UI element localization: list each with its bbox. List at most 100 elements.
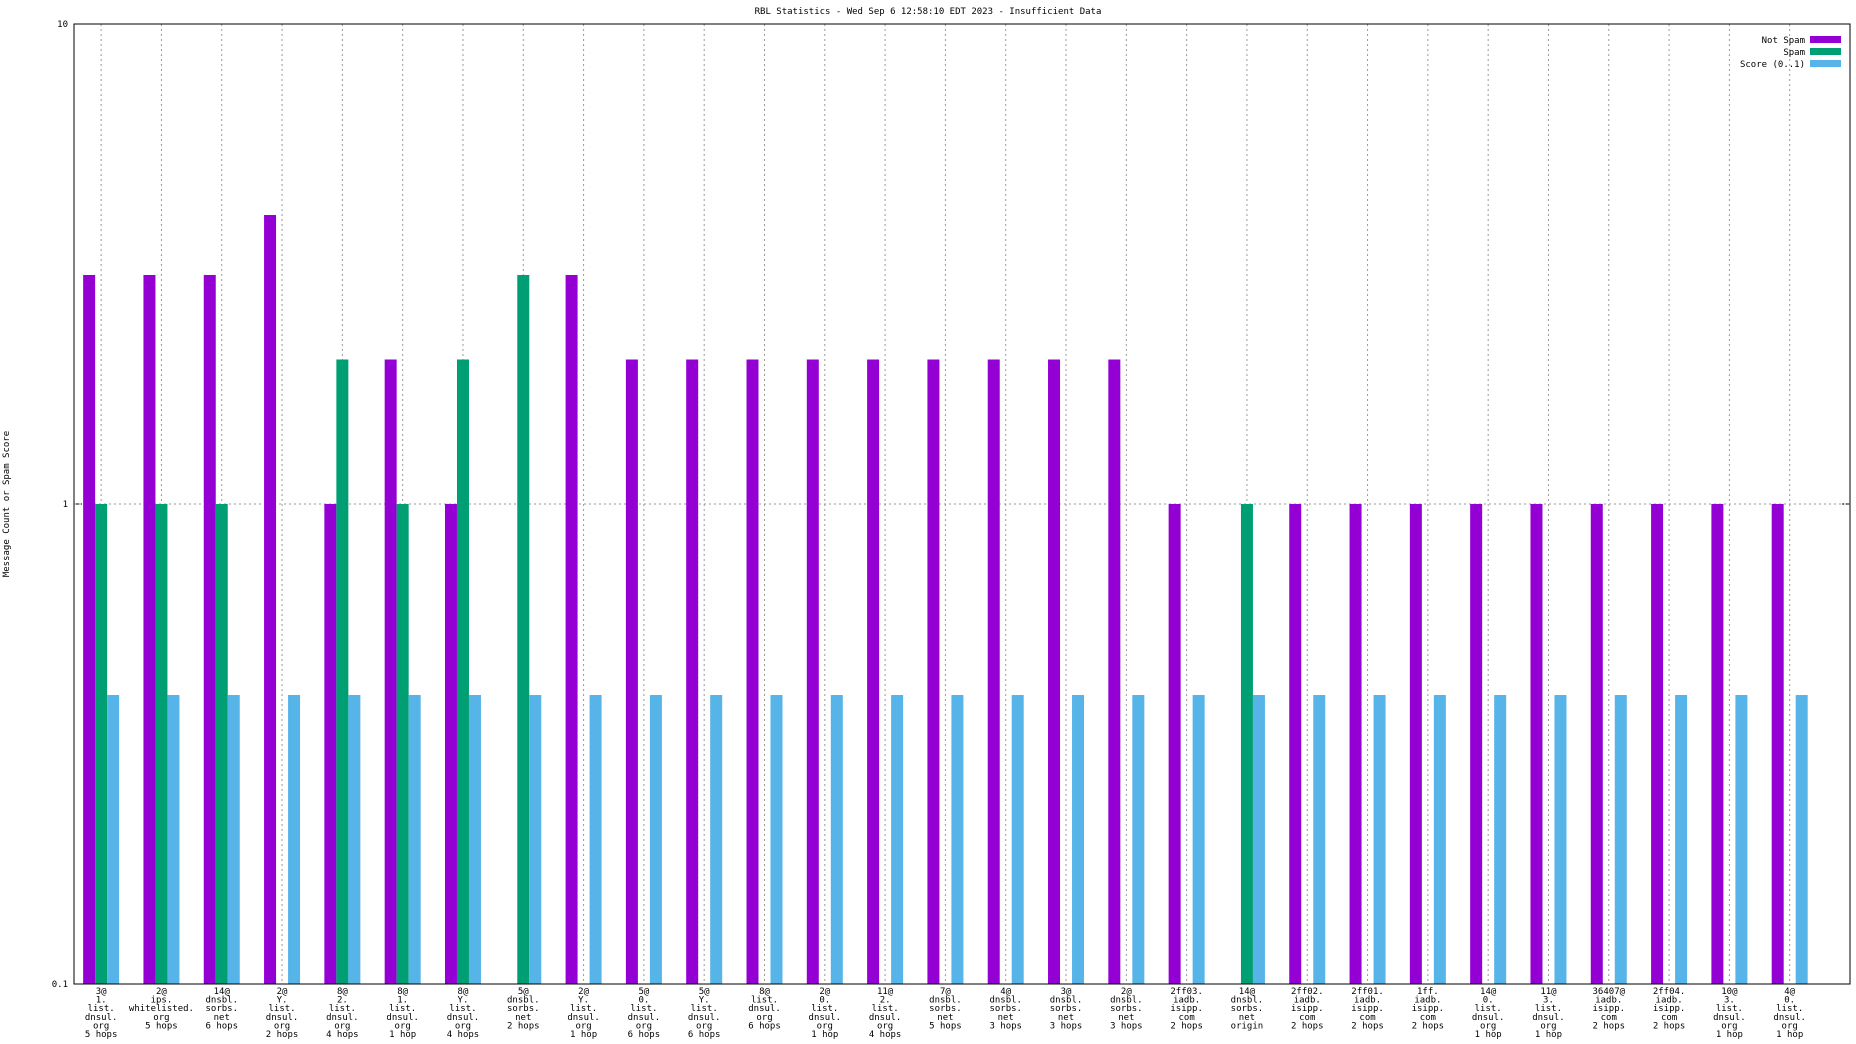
plot-frame	[73, 23, 1851, 985]
x-tick-label-line: 10@	[1721, 987, 1738, 997]
bar	[1168, 504, 1181, 984]
legend-swatch	[1810, 36, 1841, 43]
bar	[951, 695, 964, 984]
x-tick-label-line: dnsul.	[266, 1013, 299, 1023]
x-tick-label-line: com	[1179, 1013, 1195, 1023]
x-tick-label-line: dnsul.	[1713, 1013, 1746, 1023]
x-tick-label-line: isipp.	[1412, 1004, 1445, 1014]
x-tick-label-line: dnsbl.	[1050, 996, 1083, 1006]
x-tick-label-line: dnsul.	[386, 1013, 419, 1023]
x-tick-label-line: Y.	[458, 996, 469, 1006]
x-tick-label: 5@ 0. list. dnsul. org 6 hops	[628, 987, 661, 1040]
x-tick-label-line: 2@	[1121, 987, 1132, 997]
x-tick-label-line: org	[1721, 1021, 1737, 1031]
x-tick-label-line: list.	[269, 1004, 296, 1014]
x-tick-label-line: 1ff.	[1417, 987, 1439, 997]
x-tick-label-line: dnsul.	[748, 1004, 781, 1014]
y-tick-label: 0.1	[52, 980, 68, 990]
x-tick-label-line: 6 hops	[628, 1030, 661, 1040]
legend-label: Score (0..1)	[1740, 60, 1805, 70]
x-tick-label-line: 3 hops	[1050, 1021, 1083, 1031]
bar	[1011, 695, 1024, 984]
x-tick-label-line: dnsbl.	[1231, 996, 1264, 1006]
y-axis-label: Message Count or Spam Score	[2, 431, 12, 577]
x-tick-label-line: 1 hop	[1475, 1030, 1502, 1040]
x-tick-label-line: isipp.	[1291, 1004, 1324, 1014]
x-tick-label-line: 2@	[819, 987, 830, 997]
x-tick-label-line: 1.	[397, 996, 408, 1006]
bar	[517, 274, 530, 984]
x-tick-label-line: list.	[751, 996, 778, 1006]
x-tick-label-line: 4 hops	[447, 1030, 480, 1040]
bar	[1735, 695, 1748, 984]
bar	[95, 504, 108, 984]
x-tick-label-line: 2 hops	[1593, 1021, 1626, 1031]
x-tick-label-line: 2@	[277, 987, 288, 997]
legend-swatch	[1810, 48, 1841, 55]
x-tick-label-line: org	[93, 1021, 109, 1031]
bar	[806, 359, 819, 984]
bar	[1289, 504, 1302, 984]
x-tick-label-line: 1 hop	[389, 1030, 416, 1040]
x-tick-label-line: sorbs.	[989, 1004, 1022, 1014]
x-tick-label-line: org	[575, 1021, 591, 1031]
x-tick-label: 3@ 1. list. dnsul. org 5 hops	[85, 987, 118, 1040]
bar	[625, 359, 638, 984]
bar	[288, 695, 301, 984]
x-tick-label-line: isipp.	[1170, 1004, 1203, 1014]
bar	[1711, 504, 1724, 984]
legend-label: Not Spam	[1762, 36, 1805, 46]
x-tick-label-line: list.	[630, 1004, 657, 1014]
x-tick-label-line: dnsul.	[447, 1013, 480, 1023]
x-tick-label-line: list.	[389, 1004, 416, 1014]
x-tick-label-line: 11@	[877, 987, 894, 997]
x-tick-label-line: net	[515, 1013, 531, 1023]
x-tick-label-line: org	[334, 1021, 350, 1031]
bar	[155, 504, 168, 984]
x-tick-label-line: list.	[1716, 1004, 1743, 1014]
x-tick-label-line: org	[696, 1021, 712, 1031]
x-tick-label: 2ff03. iadb. isipp. com 2 hops	[1170, 987, 1203, 1031]
x-tick-label-line: dnsul.	[688, 1013, 721, 1023]
bar	[1470, 504, 1483, 984]
bar	[565, 274, 578, 984]
x-tick-label-line: com	[1299, 1013, 1315, 1023]
x-tick-label-line: org	[274, 1021, 290, 1031]
x-tick-label-line: list.	[872, 1004, 899, 1014]
x-tick-label-line: org	[756, 1013, 772, 1023]
x-tick-label-line: net	[214, 1013, 230, 1023]
bar	[1313, 695, 1326, 984]
x-tick-label-line: 2ff03.	[1170, 987, 1203, 997]
x-tick-label-line: com	[1661, 1013, 1677, 1023]
bar	[324, 504, 337, 984]
x-tick-label-line: isipp.	[1593, 1004, 1626, 1014]
x-tick-label: 4@ dnsbl. sorbs. net 3 hops	[989, 987, 1022, 1031]
x-tick-label-line: isipp.	[1653, 1004, 1686, 1014]
x-tick-label-line: ips.	[151, 996, 173, 1006]
x-tick-label-line: 5 hops	[145, 1021, 178, 1031]
legend-label: Spam	[1783, 48, 1805, 58]
x-tick-label-line: 8@	[397, 987, 408, 997]
x-tick-label-line: 3 hops	[989, 1021, 1022, 1031]
x-tick-label-line: 2 hops	[1653, 1021, 1686, 1031]
x-tick-label-line: list.	[570, 1004, 597, 1014]
x-tick-label: 36407@ iadb. isipp. com 2 hops	[1593, 987, 1626, 1031]
x-tick-label-line: 1 hop	[570, 1030, 597, 1040]
x-tick-label-line: 2.	[337, 996, 348, 1006]
bar	[1771, 504, 1784, 984]
x-tick-label-line: 3.	[1543, 996, 1554, 1006]
bar	[1072, 695, 1085, 984]
bar	[746, 359, 759, 984]
x-tick-label: 4@ 0. list. dnsul. org 1 hop	[1773, 987, 1806, 1040]
bar	[83, 274, 96, 984]
x-tick-label-line: 3.	[1724, 996, 1735, 1006]
x-tick-label: 5@ dnsbl. sorbs. net 2 hops	[507, 987, 540, 1031]
x-tick-label-line: net	[1058, 1013, 1074, 1023]
bar	[770, 695, 783, 984]
bar	[1349, 504, 1362, 984]
x-tick-label-line: origin	[1231, 1021, 1264, 1031]
x-tick-label-line: 1 hop	[811, 1030, 838, 1040]
x-tick-label-line: 6 hops	[748, 1021, 781, 1031]
x-tick-label-line: 8@	[337, 987, 348, 997]
